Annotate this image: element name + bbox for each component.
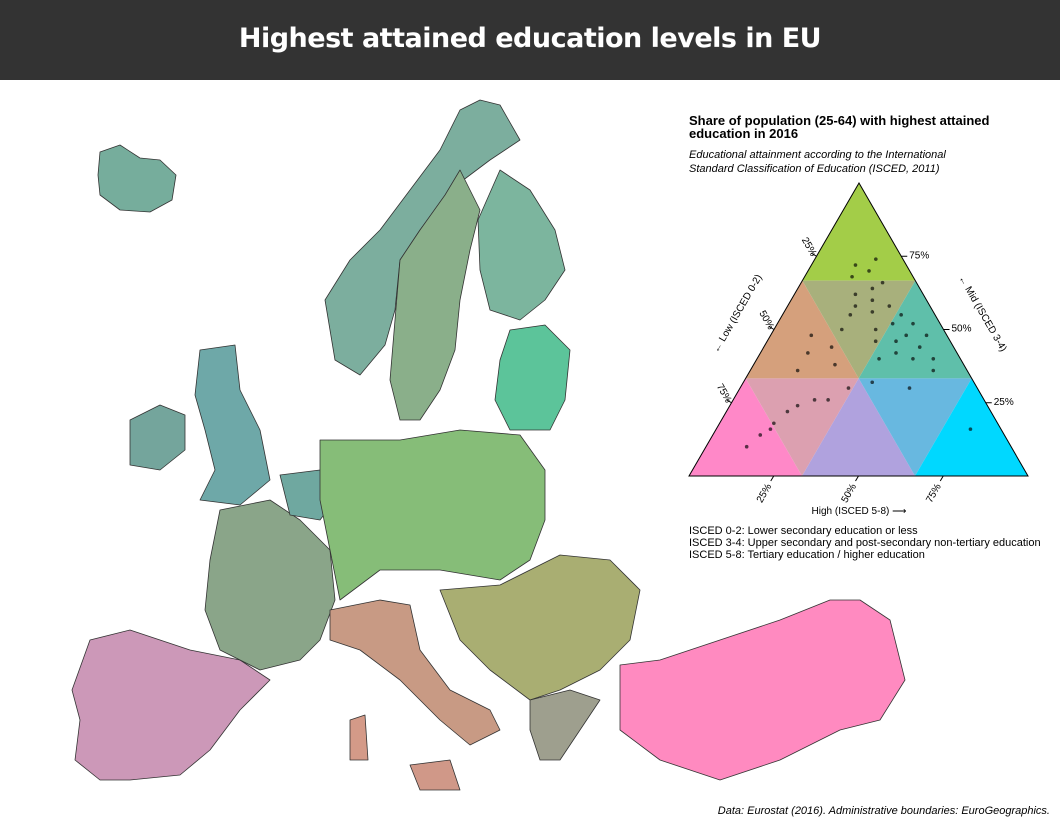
region-germany-central	[319, 429, 546, 601]
data-point	[829, 345, 834, 349]
note: ISCED 3-4: Upper secondary and post-seco…	[689, 537, 1041, 549]
data-point	[873, 327, 878, 332]
data-point	[899, 313, 903, 317]
high-tick-label: 25%	[755, 482, 775, 505]
data-point	[772, 421, 776, 426]
data-point	[890, 321, 895, 326]
ternary-zone	[745, 280, 859, 379]
region-uk	[194, 344, 271, 506]
note: ISCED 0-2: Lower secondary education or …	[689, 525, 918, 537]
data-point	[848, 313, 853, 317]
region-balkans	[439, 554, 641, 701]
region-greece	[529, 689, 601, 761]
mid-axis-label: ← Mid (ISCED 3-4)	[956, 274, 1009, 354]
data-point	[873, 339, 878, 344]
data-point	[874, 257, 878, 261]
note: ISCED 5-8: Tertiary education / higher e…	[689, 549, 925, 561]
data-point	[809, 333, 814, 338]
region-italy	[329, 599, 501, 746]
data-point	[795, 403, 800, 408]
ternary-zone	[858, 378, 972, 476]
legend-title: Share of population (25-64) with highest…	[689, 113, 990, 141]
mid-tick-label: 25%	[994, 397, 1014, 408]
tick-mark	[939, 475, 944, 482]
data-point	[870, 286, 875, 291]
data-point	[911, 321, 915, 326]
region-iceland	[97, 144, 177, 213]
data-point	[894, 339, 898, 344]
ternary-zone	[802, 378, 915, 476]
high-tick-label: 75%	[924, 482, 944, 505]
data-point	[870, 298, 875, 303]
data-point	[785, 409, 790, 414]
data-point	[806, 351, 810, 355]
ternary-zone	[689, 378, 802, 476]
data-point	[768, 427, 773, 431]
region-norway	[324, 99, 521, 376]
data-point	[931, 368, 936, 373]
header-title: Highest attained education levels in EU	[0, 0, 1060, 80]
region-finland	[477, 169, 566, 321]
data-point	[812, 398, 817, 402]
high-tick-label: 50%	[840, 482, 860, 505]
region-ireland	[129, 404, 186, 471]
tick-mark	[768, 326, 775, 330]
data-point	[870, 380, 875, 385]
mid-tick-label: 50%	[952, 324, 972, 335]
data-point	[850, 274, 854, 279]
data-point	[911, 357, 915, 361]
notes: ISCED 0-2: Lower secondary education or …	[689, 525, 1041, 561]
data-point	[853, 263, 858, 267]
ternary-zone	[915, 378, 1028, 476]
low-tick-label: 50%	[756, 309, 776, 332]
data-point	[894, 351, 898, 355]
region-france	[204, 499, 336, 671]
legend-subtitle: Educational attainment according to the …	[689, 149, 946, 175]
high-axis-label: High (ISCED 5-8) ⟶	[812, 506, 907, 517]
data-point	[795, 368, 800, 373]
data-point	[744, 444, 749, 449]
data-point	[853, 304, 858, 308]
tick-mark	[855, 475, 859, 482]
region-iberia	[71, 629, 271, 781]
data-point	[867, 269, 871, 273]
data-point	[826, 398, 830, 402]
mid-tick-label: 75%	[909, 250, 929, 261]
data-point	[870, 310, 875, 314]
region-baltics	[494, 324, 571, 431]
data-point	[758, 433, 763, 437]
region-turkey	[619, 599, 906, 781]
region-sardinia	[349, 714, 369, 761]
data-point	[880, 280, 885, 285]
data-point	[968, 427, 973, 431]
tick-mark	[770, 475, 775, 482]
ternary-zone	[745, 378, 859, 476]
data-point	[840, 327, 844, 332]
data-point	[924, 333, 929, 338]
data-point	[917, 345, 922, 349]
ternary-zone	[802, 280, 916, 379]
data-point	[833, 362, 837, 367]
data-point	[853, 292, 858, 297]
tick-mark	[726, 399, 732, 404]
source: Data: Eurostat (2016). Administrative bo…	[717, 805, 1050, 817]
region-sicily	[409, 759, 461, 791]
region-sweden	[389, 169, 481, 421]
ternary-zone	[858, 280, 972, 379]
data-point	[907, 386, 912, 390]
tick-mark	[811, 252, 817, 257]
low-tick-label: 75%	[714, 382, 734, 405]
data-point	[904, 333, 908, 338]
data-point	[931, 357, 936, 361]
data-point	[887, 304, 892, 308]
low-tick-label: 25%	[799, 236, 819, 259]
map	[71, 99, 906, 791]
data-point	[877, 357, 881, 361]
data-point	[846, 386, 851, 390]
ternary-zone	[802, 183, 916, 281]
